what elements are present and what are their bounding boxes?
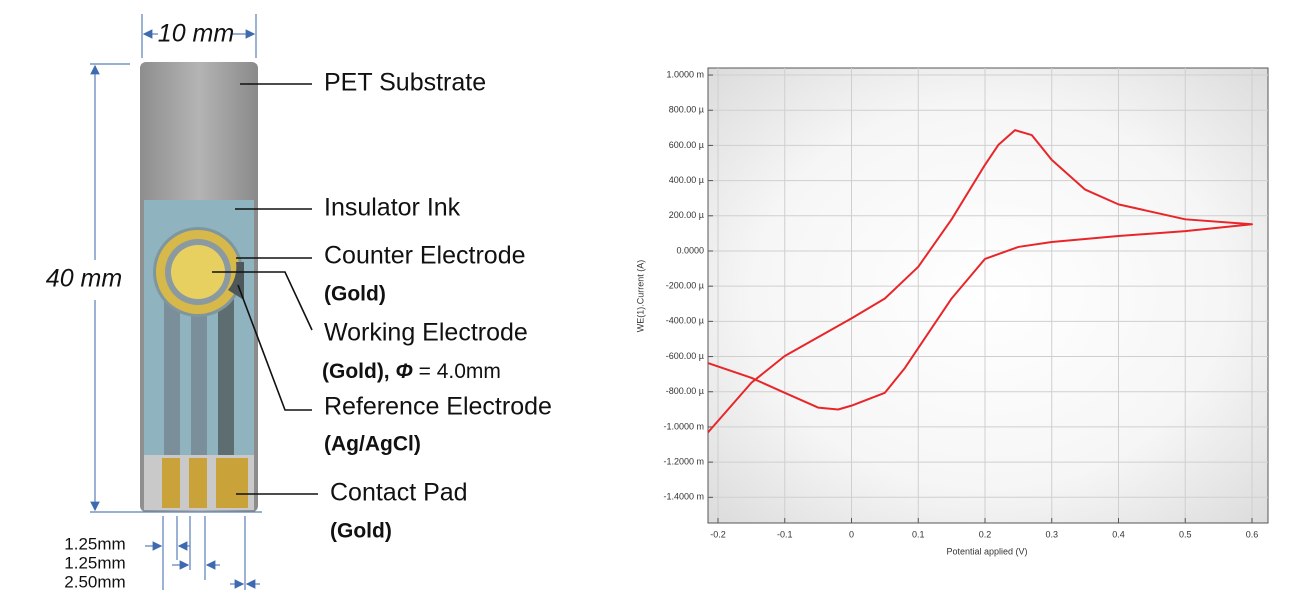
y-tick-label: -600.00 µ — [666, 351, 704, 361]
leader — [212, 271, 313, 331]
label: Working Electrode — [324, 319, 528, 347]
y-tick-label: -1.0000 m — [663, 421, 704, 431]
height-label: 40 mm — [46, 265, 122, 293]
y-tick-label: -400.00 µ — [666, 316, 704, 326]
label-sub: (Ag/AgCl) — [324, 433, 421, 456]
dim-label: 1.25mm — [64, 534, 125, 553]
label-sub: (Gold), Φ = 4.0mm — [322, 360, 501, 383]
label: Insulator Ink — [324, 194, 461, 222]
label-part: Φ — [395, 360, 412, 383]
contact-pad — [162, 458, 180, 508]
dim-label: 2.50mm — [64, 572, 125, 591]
contact-pad — [216, 458, 248, 508]
label: Reference Electrode — [324, 393, 552, 421]
data-line — [707, 129, 1253, 434]
label-sub: (Gold) — [330, 520, 392, 543]
y-tick-label: -1.2000 m — [663, 456, 704, 466]
x-axis-label: Potential applied (V) — [946, 546, 1027, 556]
label-sub: (Gold) — [324, 283, 386, 306]
label-part: = 4.0mm — [413, 360, 501, 383]
dim-label: 1.25mm — [64, 553, 125, 572]
trace — [218, 290, 234, 460]
electrode-diagram — [140, 62, 258, 512]
y-tick-label: -200.00 µ — [666, 281, 704, 291]
x-tick-label: 0.1 — [912, 529, 925, 539]
y-tick-label: 1.0000 m — [666, 69, 704, 79]
x-tick-label: 0.4 — [1112, 529, 1125, 539]
y-tick-label: -1.4000 m — [663, 492, 704, 502]
contact-pad — [189, 458, 207, 508]
plot-area — [707, 67, 1269, 524]
y-tick-label: 800.00 µ — [669, 105, 704, 115]
y-tick-label: 0.0000 — [676, 245, 704, 255]
label: PET Substrate — [324, 69, 486, 97]
x-tick-label: 0 — [849, 529, 854, 539]
y-tick-label: 400.00 µ — [669, 175, 704, 185]
label: Counter Electrode — [324, 242, 526, 270]
label-part: (Gold), — [322, 360, 395, 383]
x-tick-label: 0.2 — [979, 529, 992, 539]
leader — [237, 284, 312, 411]
x-tick-label: 0.5 — [1179, 529, 1192, 539]
y-axis-label: WE(1).Current (A) — [635, 260, 645, 333]
y-tick-label: 200.00 µ — [669, 210, 704, 220]
trace — [191, 300, 207, 460]
x-tick-label: -0.1 — [777, 529, 793, 539]
working-electrode — [171, 245, 225, 299]
width-label: 10 mm — [158, 20, 234, 48]
chart: Potential applied (V) WE(1).Current (A) … — [635, 67, 1269, 556]
label: Contact Pad — [330, 479, 468, 507]
y-tick-label: 600.00 µ — [669, 140, 704, 150]
y-tick-label: -800.00 µ — [666, 386, 704, 396]
x-tick-label: 0.3 — [1045, 529, 1058, 539]
x-tick-label: -0.2 — [710, 529, 726, 539]
trace — [164, 300, 180, 460]
x-tick-label: 0.6 — [1246, 529, 1259, 539]
